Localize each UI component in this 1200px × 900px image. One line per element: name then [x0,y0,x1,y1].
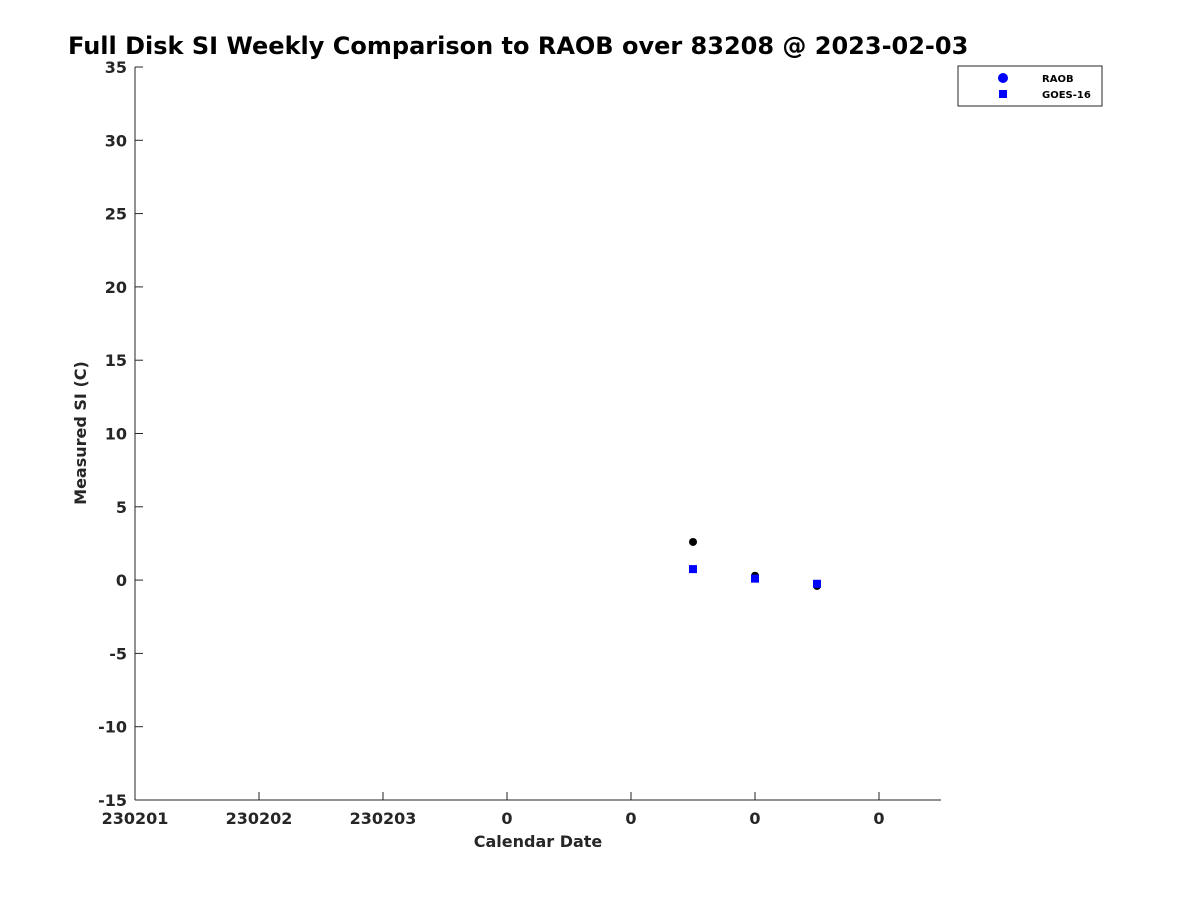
data-marks [689,537,821,590]
goes-16-point [813,579,821,588]
y-tick-label: 35 [105,58,127,77]
x-tick-label: 230201 [102,809,169,828]
y-tick-label: 5 [116,498,127,517]
y-axis-label: Measured SI (C) [71,361,90,505]
x-tick-label: 0 [749,809,760,828]
raob-point [689,537,697,546]
y-tick-label: 10 [105,425,127,444]
goes-16-point [689,565,697,574]
chart-title: Full Disk SI Weekly Comparison to RAOB o… [68,32,968,60]
x-tick-label: 0 [501,809,512,828]
x-tick-label: 0 [873,809,884,828]
legend-label: RAOB [1042,74,1074,85]
y-tick-label: 25 [105,205,127,224]
legend: RAOB GOES-16 [957,65,1103,107]
y-tick-label: 20 [105,278,127,297]
goes-16-point [751,574,759,583]
y-tick-label: -5 [109,644,127,663]
x-axis-label: Calendar Date [474,832,603,851]
y-tick-label: 30 [105,131,127,150]
x-tick-label: 0 [625,809,636,828]
legend-box [957,65,1103,107]
x-ticks: 230201 230202 230203 0 0 0 0 [102,792,885,828]
legend-label: GOES-16 [1042,90,1091,101]
y-tick-label: 0 [116,571,127,590]
y-tick-label: -10 [98,718,127,737]
y-tick-label: -15 [98,791,127,810]
y-ticks: -15 -10 -5 0 5 10 15 20 25 30 35 [98,58,143,810]
legend-marker-goes-16 [999,90,1007,98]
x-tick-label: 230203 [350,809,417,828]
legend-marker-raob [998,73,1008,83]
y-tick-label: 15 [105,351,127,370]
x-tick-label: 230202 [226,809,293,828]
